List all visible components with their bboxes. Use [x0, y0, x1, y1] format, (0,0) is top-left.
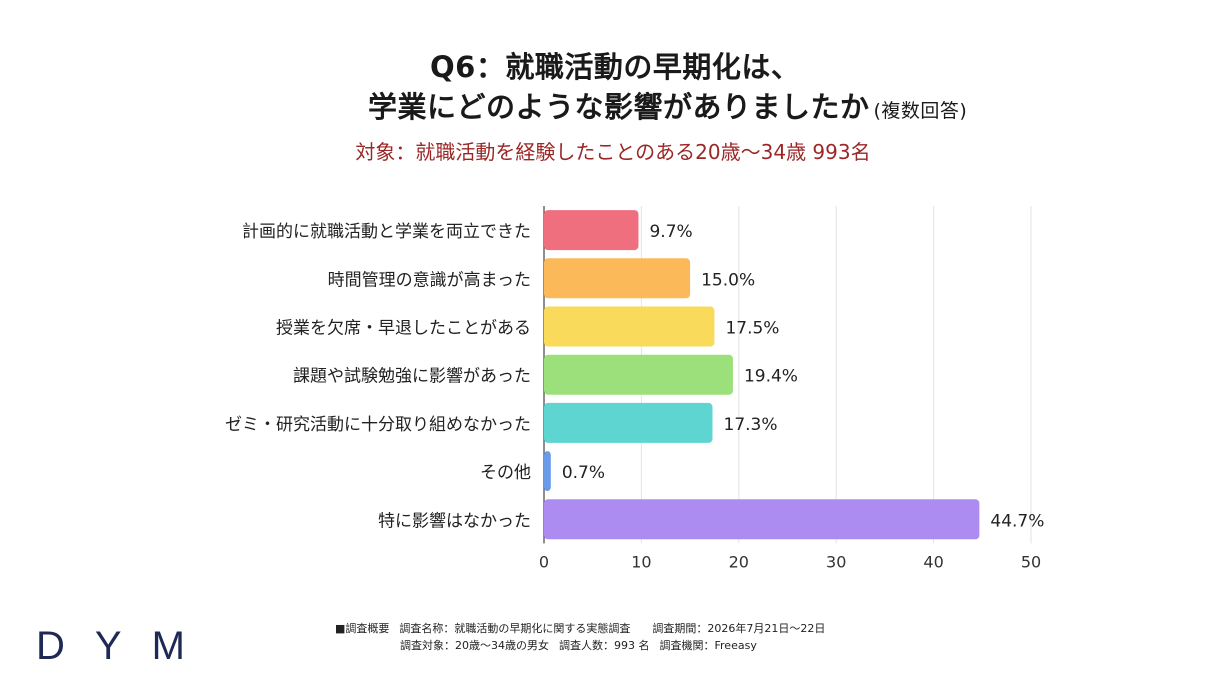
bar [544, 354, 733, 395]
chart-subtitle: 対象：就職活動を経験したことのある20歳～34歳 993名 [355, 140, 871, 164]
data-label: 15.0% [701, 270, 755, 290]
title-line-2: 学業にどのような影響がありましたか (複数回答) [368, 84, 967, 126]
bar [544, 499, 980, 540]
survey-footer: ■調査概要 調査名称：就職活動の早期化に関する実態調査 調査期間：2026年7月21… [335, 620, 825, 654]
footer-row-2: 調査対象：20歳～34歳の男女 調査人数：993 名調査機関：Freeasy [335, 637, 825, 654]
dym-logo: DYM [36, 624, 215, 668]
data-label: 0.7% [562, 463, 605, 483]
x-tick-label: 40 [923, 552, 943, 571]
survey-name: 調査名称：就職活動の早期化に関する実態調査 [399, 622, 631, 635]
footer-row-1: ■調査概要 調査名称：就職活動の早期化に関する実態調査 調査期間：2026年7月21… [335, 620, 825, 637]
data-label: 17.5% [725, 319, 779, 339]
bar [544, 451, 551, 492]
x-tick-label: 20 [729, 552, 749, 571]
data-label: 44.7% [990, 511, 1044, 531]
title-suffix: (複数回答) [873, 100, 968, 122]
title-line-2-text: 学業にどのような影響がありましたか [368, 90, 870, 124]
category-label: 計画的に就職活動と学業を両立できた [242, 222, 531, 242]
bar [544, 258, 691, 299]
survey-label: ■調査概要 [335, 622, 390, 635]
data-label: 17.3% [724, 415, 778, 435]
category-label: 特に影響はなかった [378, 511, 531, 531]
x-tick-label: 50 [1021, 552, 1041, 571]
bar [544, 210, 639, 251]
survey-period: 調査期間：2026年7月21日～22日 [652, 622, 826, 635]
x-tick-label: 0 [539, 552, 549, 571]
survey-agency: 調査機関：Freeasy [659, 639, 757, 652]
x-tick-label: 10 [631, 552, 651, 571]
category-label: その他 [480, 463, 531, 483]
bar [544, 306, 715, 347]
category-label: 時間管理の意識が高まった [328, 270, 531, 290]
data-label: 19.4% [744, 367, 798, 387]
category-label: ゼミ・研究活動に十分取り組めなかった [225, 415, 531, 435]
survey-target: 調査対象：20歳～34歳の男女 [400, 639, 549, 652]
x-tick-label: 30 [826, 552, 846, 571]
bar [544, 402, 713, 443]
category-label: 課題や試験勉強に影響があった [293, 367, 531, 387]
data-label: 9.7% [649, 222, 692, 242]
survey-count: 調査人数：993 名 [559, 639, 650, 652]
category-label: 授業を欠席・早退したことがある [276, 319, 531, 339]
title-line-1: Q6：就職活動の早期化は、 [430, 50, 801, 84]
